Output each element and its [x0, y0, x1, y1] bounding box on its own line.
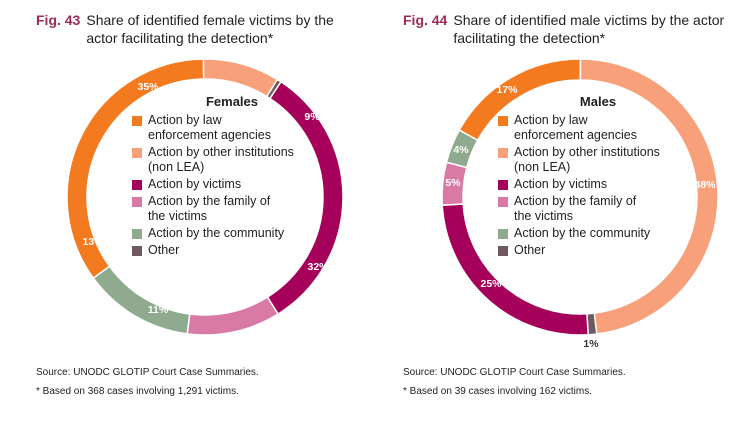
legend-item-action-by-law-enforcement-agencies: Action by law enforcement agencies: [498, 113, 698, 143]
value-label-other: 1%: [583, 338, 599, 350]
legend-swatch: [132, 148, 142, 158]
legend-swatch: [132, 197, 142, 207]
legend-item-action-by-the-family-of-the-victims: Action by the family of the victims: [132, 194, 332, 224]
figure-44-center-label: Males: [579, 94, 617, 109]
value-label-action-by-victims: 25%: [480, 278, 502, 290]
figure-44-source: Source: UNODC GLOTIP Court Case Summarie…: [403, 367, 626, 378]
value-label-action-by-law-enforcement-agencies: 17%: [496, 84, 518, 96]
legend-label: Other: [148, 243, 180, 257]
legend-swatch: [498, 148, 508, 158]
figure-43-source: Source: UNODC GLOTIP Court Case Summarie…: [36, 367, 259, 378]
value-label-action-by-the-community: 13%: [82, 236, 104, 248]
slice-action-by-the-community: [92, 265, 191, 335]
legend-label: Action by other institutions (non LEA): [148, 145, 294, 174]
legend-label: Action by law enforcement agencies: [514, 113, 637, 142]
legend-swatch: [498, 197, 508, 207]
legend-swatch: [132, 116, 142, 126]
figure-44-note: * Based on 39 cases involving 162 victim…: [403, 386, 592, 397]
figure-43-heading: Fig. 43 Share of identified female victi…: [36, 11, 366, 47]
value-label-action-by-other-institutions-non-lea: 48%: [694, 179, 716, 191]
legend-label: Action by law enforcement agencies: [148, 113, 271, 142]
legend-item-action-by-the-community: Action by the community: [132, 226, 332, 241]
legend-item-action-by-victims: Action by victims: [498, 177, 698, 192]
value-label-action-by-other-institutions-non-lea: 9%: [304, 111, 320, 123]
value-label-action-by-the-community: 4%: [453, 144, 469, 156]
figure-43-title: Share of identified female victims by th…: [86, 12, 334, 46]
slice-action-by-the-community: [445, 129, 479, 169]
legend-item-action-by-other-institutions-non-lea: Action by other institutions (non LEA): [132, 145, 332, 175]
legend-label: Action by other institutions (non LEA): [514, 145, 660, 174]
legend-label: Action by the family of the victims: [514, 194, 637, 223]
legend-label: Action by the family of the victims: [148, 194, 271, 223]
figure-43-number: Fig. 43: [36, 12, 81, 28]
figure-44-legend: Males Action by law enforcement agencies…: [498, 94, 698, 260]
legend-swatch: [498, 180, 508, 190]
figure-44-title: Share of identified male victims by the …: [453, 12, 725, 46]
legend-swatch: [132, 180, 142, 190]
legend-swatch: [132, 229, 142, 239]
figure-44-heading: Fig. 44 Share of identified male victims…: [403, 11, 743, 47]
legend-item-action-by-the-community: Action by the community: [498, 226, 698, 241]
figure-43-legend: Females Action by law enforcement agenci…: [132, 94, 332, 260]
legend-item-other: Other: [132, 243, 332, 258]
figure-44-donut-chart: 17% 48% 1% 25% 5% 4%: [441, 58, 719, 350]
figure-43-donut-chart: 35% 9% 32% 11% 13%: [66, 58, 344, 336]
legend-item-action-by-victims: Action by victims: [132, 177, 332, 192]
legend-item-action-by-law-enforcement-agencies: Action by law enforcement agencies: [132, 113, 332, 143]
value-label-action-by-the-family-of-the-victims: 5%: [445, 177, 461, 189]
legend-swatch: [498, 116, 508, 126]
figure-43-panel: Fig. 43 Share of identified female victi…: [36, 11, 366, 397]
figure-44-panel: Fig. 44 Share of identified male victims…: [377, 0, 754, 421]
value-label-action-by-the-family-of-the-victims: 11%: [148, 304, 169, 316]
legend-swatch: [498, 229, 508, 239]
legend-item-action-by-other-institutions-non-lea: Action by other institutions (non LEA): [498, 145, 698, 175]
figure-43-note: * Based on 368 cases involving 1,291 vic…: [36, 386, 239, 397]
legend-label: Action by victims: [148, 177, 242, 191]
legend-label: Action by victims: [514, 177, 608, 191]
value-label-action-by-law-enforcement-agencies: 35%: [137, 81, 159, 93]
figure-44-number: Fig. 44: [403, 12, 448, 28]
value-label-action-by-victims: 32%: [307, 261, 329, 273]
figure-43-center-label: Females: [205, 94, 259, 109]
legend-swatch: [498, 246, 508, 256]
legend-label: Other: [514, 243, 546, 257]
slice-action-by-the-family-of-the-victims: [186, 296, 280, 336]
legend-swatch: [132, 246, 142, 256]
legend-label: Action by the community: [148, 226, 285, 240]
legend-label: Action by the community: [514, 226, 651, 240]
legend-item-other: Other: [498, 243, 698, 258]
slice-action-by-other-institutions-non-lea: [202, 58, 279, 98]
legend-item-action-by-the-family-of-the-victims: Action by the family of the victims: [498, 194, 698, 224]
